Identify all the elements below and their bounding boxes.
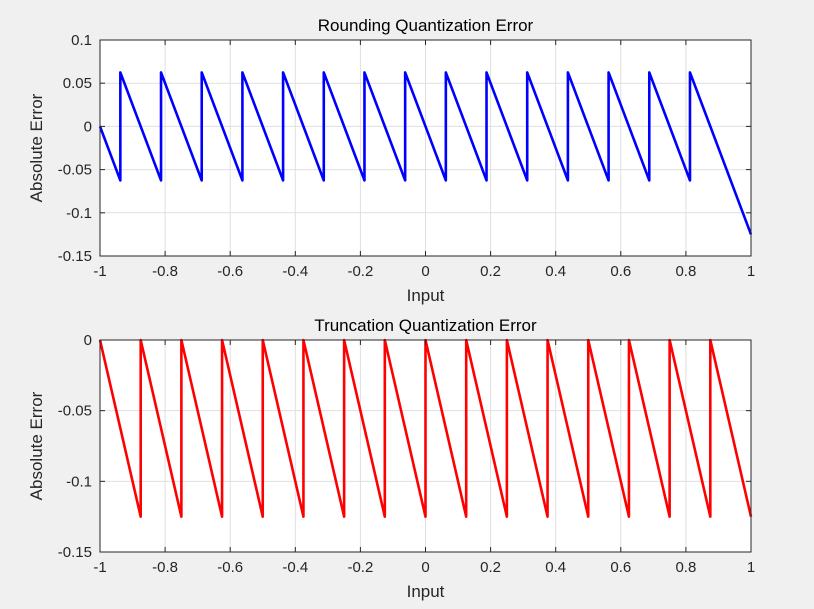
y-tick-label: -0.1 <box>66 473 92 490</box>
y-tick-label: -0.05 <box>58 162 92 179</box>
y-tick-labels: -0.15 -0.1 -0.05 0 0.05 0.1 <box>58 32 92 265</box>
x-tick-label: 0.2 <box>480 263 501 280</box>
x-tick-label: -0.8 <box>152 263 178 280</box>
x-tick-label: 0.6 <box>610 559 631 576</box>
tick-marks <box>99 39 752 257</box>
x-tick-label: -0.4 <box>282 263 308 280</box>
y-tick-label: -0.15 <box>58 544 92 561</box>
y-tick-label: 0 <box>84 118 92 135</box>
x-tick-label: 0.4 <box>545 263 566 280</box>
x-axis-label: Input <box>407 582 445 601</box>
y-tick-label: 0.1 <box>71 32 92 49</box>
x-tick-label: -0.2 <box>347 263 373 280</box>
x-tick-label: -0.8 <box>152 559 178 576</box>
x-tick-label: 0 <box>421 559 429 576</box>
chart-title: Truncation Quantization Error <box>314 316 537 335</box>
x-tick-label: -0.6 <box>217 559 243 576</box>
x-tick-label: -0.6 <box>217 263 243 280</box>
x-tick-label: 0.6 <box>610 263 631 280</box>
series-lines <box>98 71 753 235</box>
x-tick-label: 1 <box>747 263 755 280</box>
x-tick-label: -1 <box>93 263 106 280</box>
x-tick-label: -0.4 <box>282 559 308 576</box>
x-tick-label: 0.8 <box>675 559 696 576</box>
x-tick-label: -1 <box>93 559 106 576</box>
tick-marks <box>99 339 752 553</box>
truncation-error-axes: -1 -0.8 -0.6 -0.4 -0.2 0 0.2 0.4 0.6 0.8 1 -0.15-0… <box>27 316 755 601</box>
x-axis-label: Input <box>407 286 445 305</box>
error-series-line <box>98 338 753 518</box>
y-axis-label: Absolute Error <box>27 391 46 500</box>
x-tick-label: 0.2 <box>480 559 501 576</box>
x-tick-label: 0.4 <box>545 559 566 576</box>
x-tick-label: 0 <box>421 263 429 280</box>
x-tick-label: -0.2 <box>347 559 373 576</box>
y-tick-label: 0 <box>84 332 92 349</box>
y-tick-label: -0.15 <box>58 248 92 265</box>
x-tick-labels: -1 -0.8 -0.6 -0.4 -0.2 0 0.2 0.4 0.6 0.8 1 <box>93 263 755 280</box>
error-series-line <box>98 71 753 235</box>
x-tick-label: 1 <box>747 559 755 576</box>
x-tick-label: 0.8 <box>675 263 696 280</box>
y-tick-label: 0.05 <box>63 75 92 92</box>
y-axis-label: Absolute Error <box>27 93 46 202</box>
y-tick-label: -0.1 <box>66 205 92 222</box>
y-tick-labels: -0.15 -0.1 -0.05 0 <box>58 332 92 561</box>
x-tick-labels: -1 -0.8 -0.6 -0.4 -0.2 0 0.2 0.4 0.6 0.8 1 <box>93 559 755 576</box>
series-lines <box>98 338 753 518</box>
rounding-error-axes: -1 -0.8 -0.6 -0.4 -0.2 0 0.2 0.4 0.6 0.8 1 -0.15-0… <box>27 16 755 305</box>
chart-title: Rounding Quantization Error <box>318 16 534 35</box>
y-tick-label: -0.05 <box>58 403 92 420</box>
